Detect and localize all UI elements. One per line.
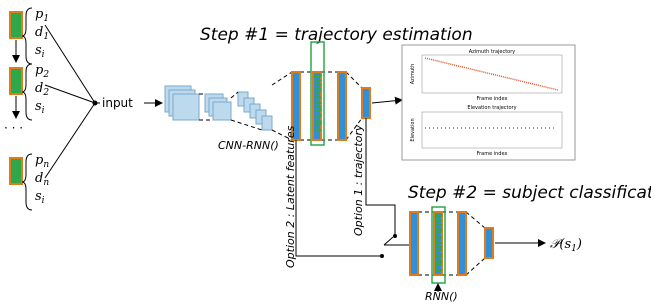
ellipsis: · · ·: [4, 121, 23, 135]
switch-pin: [393, 234, 397, 238]
switch: [384, 237, 393, 245]
frame: [10, 12, 22, 38]
layer: [485, 228, 493, 258]
sequence-label: p1: [35, 7, 49, 24]
net2-links: [418, 212, 485, 275]
layer: [410, 212, 418, 275]
diagram: p1d1sip2d2sipndnsi · · · input CNN-RNN()…: [0, 0, 651, 305]
plot-frame: [402, 45, 575, 160]
trajectory-plot: Azimuth trajectory Frame index Azimuth E…: [402, 45, 575, 160]
plot-title: Azimuth trajectory: [469, 49, 516, 55]
sequence-label: p2: [35, 63, 49, 80]
plot-xlabel: Frame index: [477, 96, 508, 102]
sequence-label: si: [35, 43, 45, 60]
layer: [338, 72, 346, 140]
sequence-label: d2: [35, 81, 49, 98]
recurrent-label: recurrent: [432, 213, 445, 272]
rnn-label: RNN(): [425, 290, 458, 303]
layer: [458, 212, 466, 275]
plot-title: Elevation trajectory: [467, 105, 516, 111]
option1-label: Option 1 : trajectory: [352, 124, 365, 236]
frame: [10, 158, 22, 184]
brace: [22, 64, 32, 120]
brace: [22, 8, 32, 64]
plot-xlabel: Frame index: [477, 151, 508, 157]
layer: [362, 88, 370, 118]
step2-title: Step #2 = subject classification: [408, 183, 651, 203]
plot-ylabel: Elevation: [410, 118, 416, 141]
frame: [10, 68, 22, 94]
plot-ylabel: Azimuth: [410, 64, 416, 85]
step1-title: Step #1 = trajectory estimation: [200, 25, 473, 45]
brace: [22, 154, 32, 210]
sequence-label: si: [35, 189, 45, 206]
switch-pin: [380, 254, 384, 258]
option2-label: Option 2 : Latent features: [284, 125, 297, 268]
merge-lines: [45, 25, 95, 178]
sequence-label: pn: [35, 153, 49, 170]
sequence-label: dn: [35, 171, 49, 188]
sequence-label: si: [35, 99, 45, 116]
output: 𝒫(s1): [550, 237, 582, 254]
recurrent-label: recurrent: [311, 73, 324, 132]
cnn-stack: [165, 86, 272, 130]
cnn-label: CNN-RNN(): [218, 139, 279, 152]
input-label: input: [102, 96, 133, 110]
arrow: [372, 100, 402, 103]
